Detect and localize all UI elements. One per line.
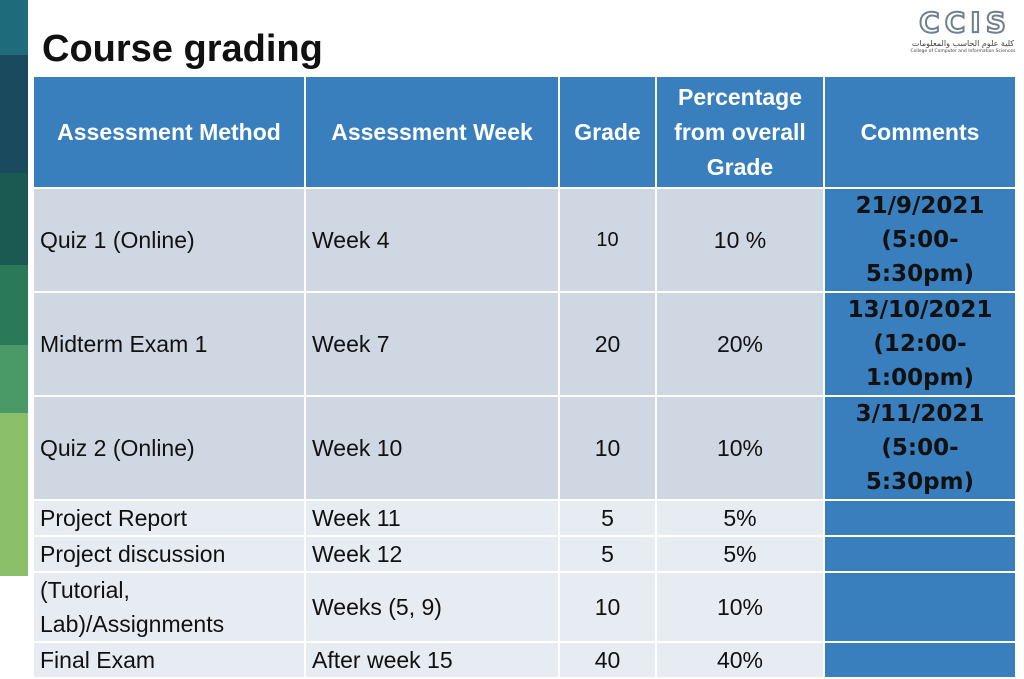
comment-time: (5:00-5:30pm) (865, 435, 975, 495)
cell-week: Weeks (5, 9) (304, 571, 560, 643)
table-row: Midterm Exam 1 Week 7 20 20% 13/10/2021 … (32, 291, 1017, 397)
cell-comment (823, 571, 1017, 643)
cell-week: Week 4 (304, 187, 560, 293)
cell-percentage: 5% (655, 499, 825, 537)
cell-grade: 10 (558, 395, 657, 501)
header-assessment-method: Assessment Method (32, 75, 306, 189)
header-percentage-line: Percentage (677, 83, 802, 110)
cell-method: Final Exam (32, 641, 306, 679)
logo-arabic-text: كلية علوم الحاسب والمعلومات (911, 39, 1015, 48)
cell-week: Week 10 (304, 395, 560, 501)
cell-method-line: Lab)/Assignments (40, 611, 225, 637)
ccis-logo: C C I S كلية علوم الحاسب والمعلومات Coll… (910, 6, 1016, 60)
comment-date: 3/11/2021 (855, 401, 985, 427)
cell-grade: 40 (558, 641, 657, 679)
cell-grade: 20 (558, 291, 657, 397)
header-grade: Grade (558, 75, 657, 189)
cell-method: Quiz 1 (Online) (32, 187, 306, 293)
table-row: Quiz 2 (Online) Week 10 10 10% 3/11/2021… (32, 395, 1017, 501)
side-bar-segment (0, 55, 28, 173)
comment-time: (5:00-5:30pm) (865, 227, 975, 287)
logo-letter: C (918, 6, 941, 39)
cell-grade: 10 (558, 571, 657, 643)
side-bar-segment (0, 413, 28, 576)
grading-table: Assessment Method Assessment Week Grade … (32, 75, 1017, 679)
header-assessment-week: Assessment Week (304, 75, 560, 189)
cell-week: After week 15 (304, 641, 560, 679)
cell-method: Midterm Exam 1 (32, 291, 306, 397)
logo-letter: S (985, 6, 1007, 39)
logo-letter: I (969, 6, 982, 39)
cell-percentage: 10% (655, 571, 825, 643)
cell-percentage: 40% (655, 641, 825, 679)
comment-date: 13/10/2021 (847, 297, 993, 323)
header-percentage-line: Grade (706, 153, 774, 180)
table-header-row: Assessment Method Assessment Week Grade … (32, 75, 1017, 189)
cell-comment (823, 641, 1017, 679)
table-row: Final Exam After week 15 40 40% (32, 641, 1017, 679)
side-bar-segment (0, 265, 28, 345)
cell-grade: 5 (558, 535, 657, 573)
page-title: Course grading (42, 28, 323, 70)
cell-comment: 3/11/2021 (5:00-5:30pm) (823, 395, 1017, 501)
comment-date: 21/9/2021 (855, 193, 985, 219)
cell-comment (823, 499, 1017, 537)
cell-method-line: (Tutorial, (40, 577, 130, 603)
side-bar-segment (0, 173, 28, 265)
logo-english-text: College of Computer and Information Scie… (910, 49, 1016, 54)
logo-mark: C C I S (910, 6, 1016, 39)
header-percentage: Percentage from overall Grade (655, 75, 825, 189)
table-row: Project discussion Week 12 5 5% (32, 535, 1017, 573)
cell-week: Week 7 (304, 291, 560, 397)
cell-comment: 21/9/2021 (5:00-5:30pm) (823, 187, 1017, 293)
table-row: Quiz 1 (Online) Week 4 10 10 % 21/9/2021… (32, 187, 1017, 293)
cell-comment: 13/10/2021 (12:00-1:00pm) (823, 291, 1017, 397)
side-bar-segment (0, 0, 28, 55)
cell-percentage: 10% (655, 395, 825, 501)
cell-method: Quiz 2 (Online) (32, 395, 306, 501)
cell-method: Project discussion (32, 535, 306, 573)
logo-letter: C (944, 6, 967, 39)
cell-week: Week 12 (304, 535, 560, 573)
cell-method: (Tutorial, Lab)/Assignments (32, 571, 306, 643)
cell-grade: 10 (558, 187, 657, 293)
side-bar-segment (0, 345, 28, 413)
cell-percentage: 10 % (655, 187, 825, 293)
table-row: (Tutorial, Lab)/Assignments Weeks (5, 9)… (32, 571, 1017, 643)
table-row: Project Report Week 11 5 5% (32, 499, 1017, 537)
cell-week: Week 11 (304, 499, 560, 537)
cell-percentage: 5% (655, 535, 825, 573)
header-percentage-line: from overall (674, 118, 806, 145)
cell-percentage: 20% (655, 291, 825, 397)
decorative-side-bar (0, 0, 28, 576)
cell-comment (823, 535, 1017, 573)
cell-method: Project Report (32, 499, 306, 537)
comment-time: (12:00-1:00pm) (865, 331, 975, 391)
header-comments: Comments (823, 75, 1017, 189)
cell-grade: 5 (558, 499, 657, 537)
